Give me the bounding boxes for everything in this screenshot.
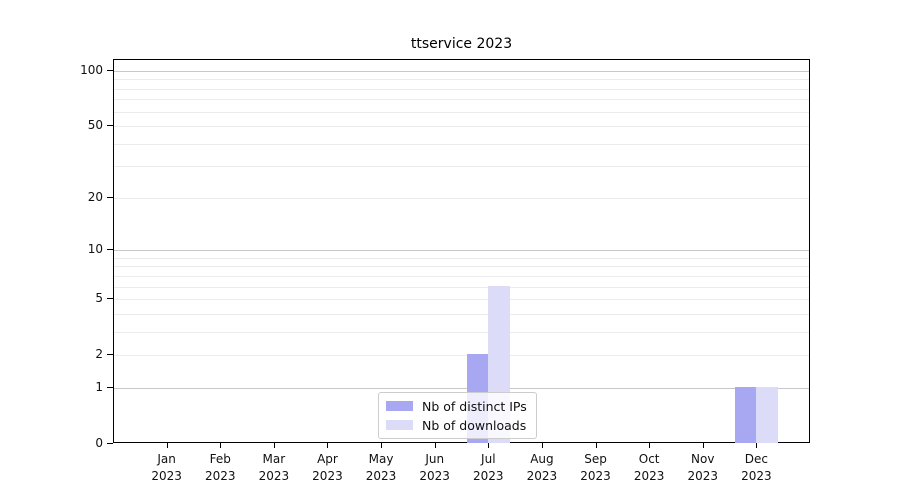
gridline-minor bbox=[114, 111, 809, 113]
y-axis-tick bbox=[107, 125, 113, 127]
bar-distinct-ips-dec bbox=[734, 386, 757, 443]
x-axis-tick bbox=[434, 443, 436, 448]
x-tick-label: Sep 2023 bbox=[580, 452, 611, 483]
legend-swatch bbox=[386, 401, 413, 411]
legend-entry: Nb of downloads bbox=[386, 416, 527, 434]
gridline-minor bbox=[114, 331, 809, 333]
gridline-minor bbox=[114, 126, 809, 128]
y-tick-label: 5 bbox=[95, 291, 103, 306]
gridline-major bbox=[114, 387, 809, 389]
x-tick-label: Mar 2023 bbox=[258, 452, 290, 483]
y-axis-tick bbox=[107, 443, 113, 444]
y-axis-tick bbox=[107, 70, 113, 71]
gridline-minor bbox=[114, 166, 809, 168]
x-tick-label: Feb 2023 bbox=[204, 452, 236, 483]
legend-entry: Nb of distinct IPs bbox=[386, 397, 527, 415]
x-tick-label: Nov 2023 bbox=[687, 452, 719, 483]
chart-title: ttservice 2023 bbox=[410, 36, 513, 52]
gridline-minor bbox=[114, 286, 809, 288]
x-axis-tick bbox=[595, 443, 597, 448]
y-axis-tick bbox=[107, 386, 113, 388]
x-axis-tick bbox=[273, 443, 275, 448]
gridline-minor bbox=[114, 88, 809, 90]
legend-swatch bbox=[386, 420, 413, 430]
x-tick-label: Jan 2023 bbox=[151, 452, 182, 483]
gridline-minor bbox=[114, 257, 809, 259]
y-axis-tick bbox=[107, 298, 113, 300]
x-axis-tick bbox=[381, 443, 383, 448]
x-axis-tick bbox=[756, 443, 758, 448]
y-axis-tick bbox=[107, 249, 113, 251]
gridline-major bbox=[114, 71, 809, 72]
x-tick-label: Apr 2023 bbox=[312, 452, 343, 483]
x-tick-label: Jul 2023 bbox=[473, 452, 504, 483]
x-tick-label: Aug 2023 bbox=[526, 452, 558, 483]
x-axis-tick bbox=[541, 443, 543, 448]
x-axis-tick bbox=[220, 443, 222, 448]
y-tick-label: 20 bbox=[87, 189, 103, 204]
x-tick-label: May 2023 bbox=[365, 452, 397, 483]
y-tick-label: 100 bbox=[80, 63, 103, 77]
x-tick-label: Oct 2023 bbox=[633, 452, 665, 483]
y-tick-label: 2 bbox=[95, 347, 103, 362]
y-axis-tick bbox=[107, 196, 113, 198]
gridline-minor bbox=[114, 79, 809, 81]
gridline-minor bbox=[114, 99, 809, 101]
x-axis-tick bbox=[166, 443, 168, 448]
legend-label: Nb of distinct IPs bbox=[422, 398, 527, 414]
x-axis-tick bbox=[327, 443, 329, 448]
gridline-minor bbox=[114, 299, 809, 301]
y-tick-label: 10 bbox=[87, 242, 103, 257]
legend-label: Nb of downloads bbox=[422, 417, 527, 433]
gridline-minor bbox=[114, 313, 809, 315]
gridline-minor bbox=[114, 275, 809, 277]
x-tick-label: Jun 2023 bbox=[419, 452, 450, 483]
x-tick-label: Dec 2023 bbox=[741, 452, 772, 483]
x-axis-tick bbox=[702, 443, 704, 448]
gridline-minor bbox=[114, 266, 809, 268]
gridline-minor bbox=[114, 143, 809, 145]
legend: Nb of distinct IPs Nb of downloads bbox=[378, 392, 537, 439]
gridline-major bbox=[114, 250, 809, 252]
y-tick-label: 50 bbox=[87, 118, 103, 133]
gridline-minor bbox=[114, 355, 809, 357]
gridline-minor bbox=[114, 197, 809, 199]
plot-area bbox=[113, 59, 810, 443]
bar-downloads-dec bbox=[756, 386, 778, 443]
y-tick-label: 0 bbox=[95, 436, 103, 450]
y-axis-tick bbox=[107, 354, 113, 356]
x-axis-tick bbox=[488, 443, 490, 448]
y-tick-label: 1 bbox=[95, 379, 103, 394]
x-axis-tick bbox=[649, 443, 651, 448]
